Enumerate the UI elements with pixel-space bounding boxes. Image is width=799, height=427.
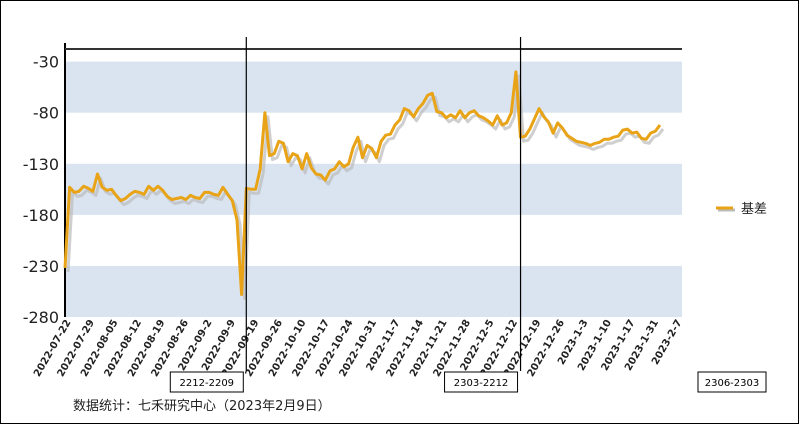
band-0 xyxy=(65,61,682,113)
x-tick-labels: 2022-07-222022-07-292022-08-052022-08-12… xyxy=(32,318,685,379)
y-tick-label: -130 xyxy=(23,155,59,174)
marker-label-box xyxy=(444,371,519,393)
extra-label: 2306-2303 xyxy=(705,378,760,389)
legend: 基差 xyxy=(716,202,767,217)
band-2 xyxy=(65,265,682,317)
marker-label: 2212-2209 xyxy=(180,378,235,389)
vertical-markers: 2212-2209 2303-2212 2306-2303 xyxy=(169,37,767,393)
y-tick-label: -230 xyxy=(23,257,59,276)
y-tick-label: -280 xyxy=(23,308,59,327)
extra-label-box xyxy=(697,371,767,393)
series-layer xyxy=(63,70,665,300)
axes xyxy=(64,43,682,317)
y-tick-labels: -30 -80 -130 -180 -230 -280 xyxy=(23,53,59,327)
series-line-basis xyxy=(63,70,662,296)
legend-label: 基差 xyxy=(741,202,767,217)
y-tick-label: -30 xyxy=(33,53,59,72)
marker-label-box xyxy=(169,371,244,393)
y-tick-label: -180 xyxy=(23,206,59,225)
marker-label: 2303-2212 xyxy=(454,378,509,389)
background-bands xyxy=(65,61,682,317)
source-footnote: 数据统计：七禾研究中心（2023年2月9日） xyxy=(73,399,331,414)
y-tick-label: -80 xyxy=(33,104,59,123)
band-1 xyxy=(65,163,682,215)
